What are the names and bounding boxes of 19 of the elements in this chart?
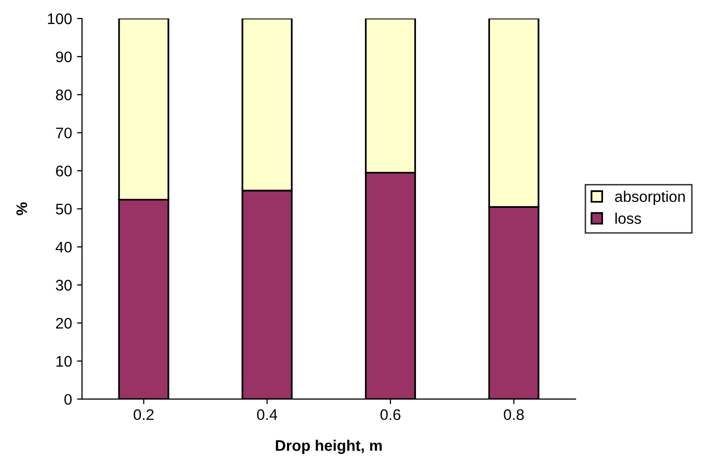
x-tick-label: 0.6: [380, 409, 400, 420]
legend-label: loss: [615, 212, 642, 224]
y-tick-label: 100: [48, 13, 72, 24]
y-tick-label: 40: [56, 242, 72, 253]
x-tick-label: 0.2: [134, 409, 154, 420]
y-tick-label: 70: [56, 128, 72, 138]
y-tick-label: 10: [56, 356, 72, 367]
y-tick-label: 20: [56, 318, 72, 329]
y-tick-label: 80: [56, 90, 72, 100]
x-tick-label: 0.4: [257, 409, 278, 420]
y-axis-title: %: [16, 202, 28, 216]
x-tick-label: 0.8: [504, 409, 524, 420]
y-tick-label: 60: [56, 166, 72, 176]
y-tick-label: 90: [56, 51, 72, 62]
y-tick-label: 50: [56, 204, 72, 214]
y-tick-label: 0: [64, 394, 72, 405]
x-axis-title: Drop height, m: [276, 440, 382, 454]
y-tick-label: 30: [56, 280, 72, 291]
legend-label: absorption: [615, 190, 685, 205]
